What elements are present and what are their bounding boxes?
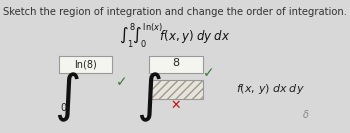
Text: 8: 8 bbox=[172, 58, 179, 68]
Bar bbox=[149, 56, 203, 73]
Text: ✓: ✓ bbox=[116, 75, 128, 89]
Text: Sketch the region of integration and change the order of integration.: Sketch the region of integration and cha… bbox=[3, 7, 347, 16]
Text: $\delta$: $\delta$ bbox=[302, 108, 309, 120]
Bar bbox=[149, 80, 203, 99]
Text: $\int_1^8\!\int_0^{\ln(x)}\!f(x,y)\;dy\;dx$: $\int_1^8\!\int_0^{\ln(x)}\!f(x,y)\;dy\;… bbox=[119, 20, 231, 49]
Text: ✓: ✓ bbox=[203, 66, 215, 80]
Text: $\int$: $\int$ bbox=[136, 70, 162, 124]
Text: ln(8): ln(8) bbox=[74, 59, 97, 69]
Bar bbox=[58, 56, 112, 73]
Text: $0$: $0$ bbox=[60, 101, 68, 113]
Text: $f(x,\,y)\;dx\;dy$: $f(x,\,y)\;dx\;dy$ bbox=[236, 82, 304, 96]
Text: $\int$: $\int$ bbox=[54, 70, 79, 124]
Text: ✕: ✕ bbox=[170, 99, 181, 112]
